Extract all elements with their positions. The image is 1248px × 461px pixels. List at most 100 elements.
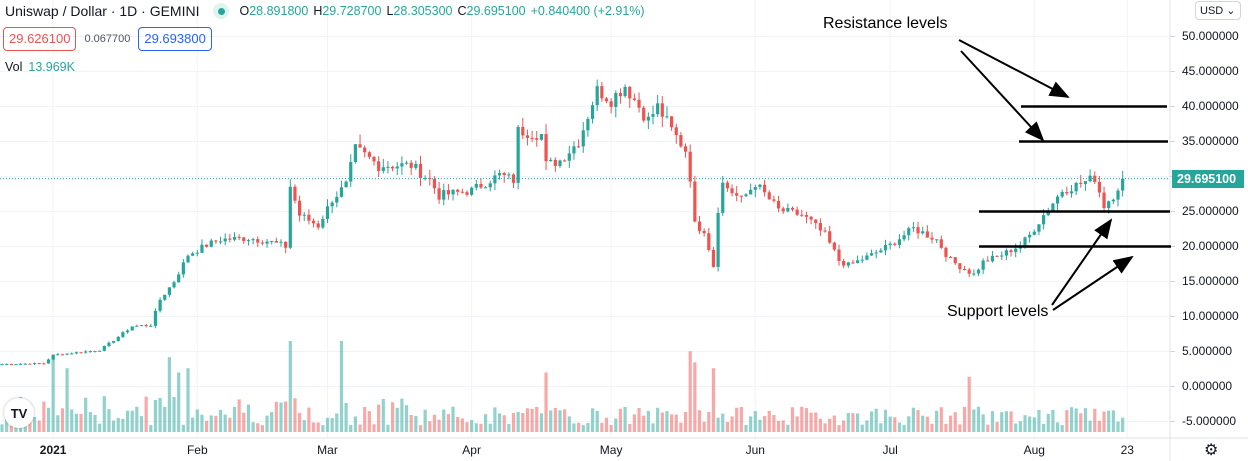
volume-bar <box>628 423 632 432</box>
currency-dropdown[interactable]: USD ⌄ <box>1195 1 1241 20</box>
candle-body <box>530 137 534 139</box>
volume-bar <box>502 415 506 432</box>
volume-bar <box>330 418 334 432</box>
candle-body <box>479 183 483 188</box>
candle-body <box>321 218 325 228</box>
candle-body <box>223 238 227 242</box>
candle-body <box>195 252 199 254</box>
volume-bar <box>130 410 134 432</box>
candle-body <box>381 167 385 171</box>
volume-bar <box>256 423 260 432</box>
volume-bar <box>37 420 41 432</box>
volume-bar <box>888 416 892 432</box>
volume-bar <box>195 409 199 432</box>
candle-body <box>953 257 957 264</box>
symbol-title[interactable]: Uniswap / Dollar · 1D · GEMINI <box>5 3 200 19</box>
candle-body <box>735 193 739 196</box>
candle-body <box>577 146 581 148</box>
volume-bar <box>288 341 292 432</box>
candle-body <box>1055 196 1060 204</box>
candle-body <box>228 238 232 240</box>
y-tick-label: 15.000000 <box>1182 273 1239 288</box>
volume-bar <box>428 421 432 432</box>
volume-bar <box>725 421 729 432</box>
candle-body <box>967 269 971 274</box>
gear-icon[interactable]: ⚙ <box>1204 442 1219 459</box>
volume-bar <box>976 406 981 432</box>
candle-body <box>5 363 9 365</box>
volume-bar <box>246 404 251 432</box>
sell-button[interactable]: 29.626100 <box>3 27 77 51</box>
volume-bar <box>874 408 878 432</box>
volume-bar <box>112 420 116 432</box>
volume-bar <box>781 420 785 432</box>
volume-bar <box>563 409 567 432</box>
volume-bar <box>191 417 195 432</box>
volume-bar <box>600 422 604 432</box>
buy-button[interactable]: 29.693800 <box>138 27 212 51</box>
volume-bar <box>1023 415 1027 432</box>
candle-body <box>214 240 218 242</box>
volume-bar <box>1111 410 1115 432</box>
candle-body <box>172 282 176 288</box>
candle-body <box>716 212 720 267</box>
y-tick-label: 5.000000 <box>1182 343 1233 358</box>
volume-bar <box>344 402 348 432</box>
volume-bar <box>200 414 204 432</box>
candle-body <box>544 134 548 162</box>
candle-body <box>465 192 469 195</box>
close-value: 29.695100 <box>466 4 526 18</box>
candle-body <box>288 186 292 248</box>
candle-body <box>702 230 706 234</box>
candle-body <box>897 239 902 245</box>
candle-body <box>944 247 948 258</box>
candle-body <box>242 237 246 242</box>
candle-body <box>939 239 943 248</box>
candle-body <box>535 138 539 140</box>
volume-bar <box>535 406 539 432</box>
volume-bar <box>665 411 669 432</box>
candle-body <box>921 231 925 234</box>
candle-body <box>516 126 520 183</box>
volume-bar <box>316 422 320 432</box>
volume-bar <box>558 410 562 432</box>
volume-bar <box>377 404 381 432</box>
volume-bar <box>990 411 995 432</box>
volume-bar <box>260 425 264 432</box>
candle-body <box>507 174 511 176</box>
volume-bar <box>539 413 543 432</box>
candle-body <box>446 190 450 195</box>
candle-body <box>907 228 911 236</box>
candle-body <box>786 207 790 212</box>
volume-bar <box>135 406 139 432</box>
candle-body <box>93 351 97 353</box>
volume-bar <box>507 423 511 432</box>
volume-bar <box>209 415 213 432</box>
candle-body <box>302 214 306 216</box>
candle-body <box>442 190 446 200</box>
volume-bar <box>1116 421 1120 432</box>
volume-bar <box>302 420 306 432</box>
volume-bar <box>372 424 376 432</box>
candle-body <box>935 239 939 241</box>
candle-body <box>70 353 74 355</box>
candle-body <box>614 93 618 107</box>
candle-body <box>404 162 409 164</box>
volume-bar <box>116 417 120 432</box>
candle-body <box>981 260 985 270</box>
candle-body <box>851 262 855 264</box>
y-tick-label: 45.000000 <box>1182 63 1239 78</box>
tradingview-logo[interactable]: TV <box>4 398 34 428</box>
volume-bar <box>828 418 832 432</box>
candle-body <box>311 220 316 224</box>
candle-body <box>451 189 455 195</box>
candle-body <box>274 240 278 243</box>
candle-body <box>697 221 702 231</box>
candle-body <box>1028 234 1032 238</box>
candle-body <box>325 206 330 219</box>
volume-bar <box>51 355 55 432</box>
volume-bar <box>70 409 74 432</box>
candle-body <box>112 340 116 343</box>
volume-bar <box>1107 410 1111 432</box>
